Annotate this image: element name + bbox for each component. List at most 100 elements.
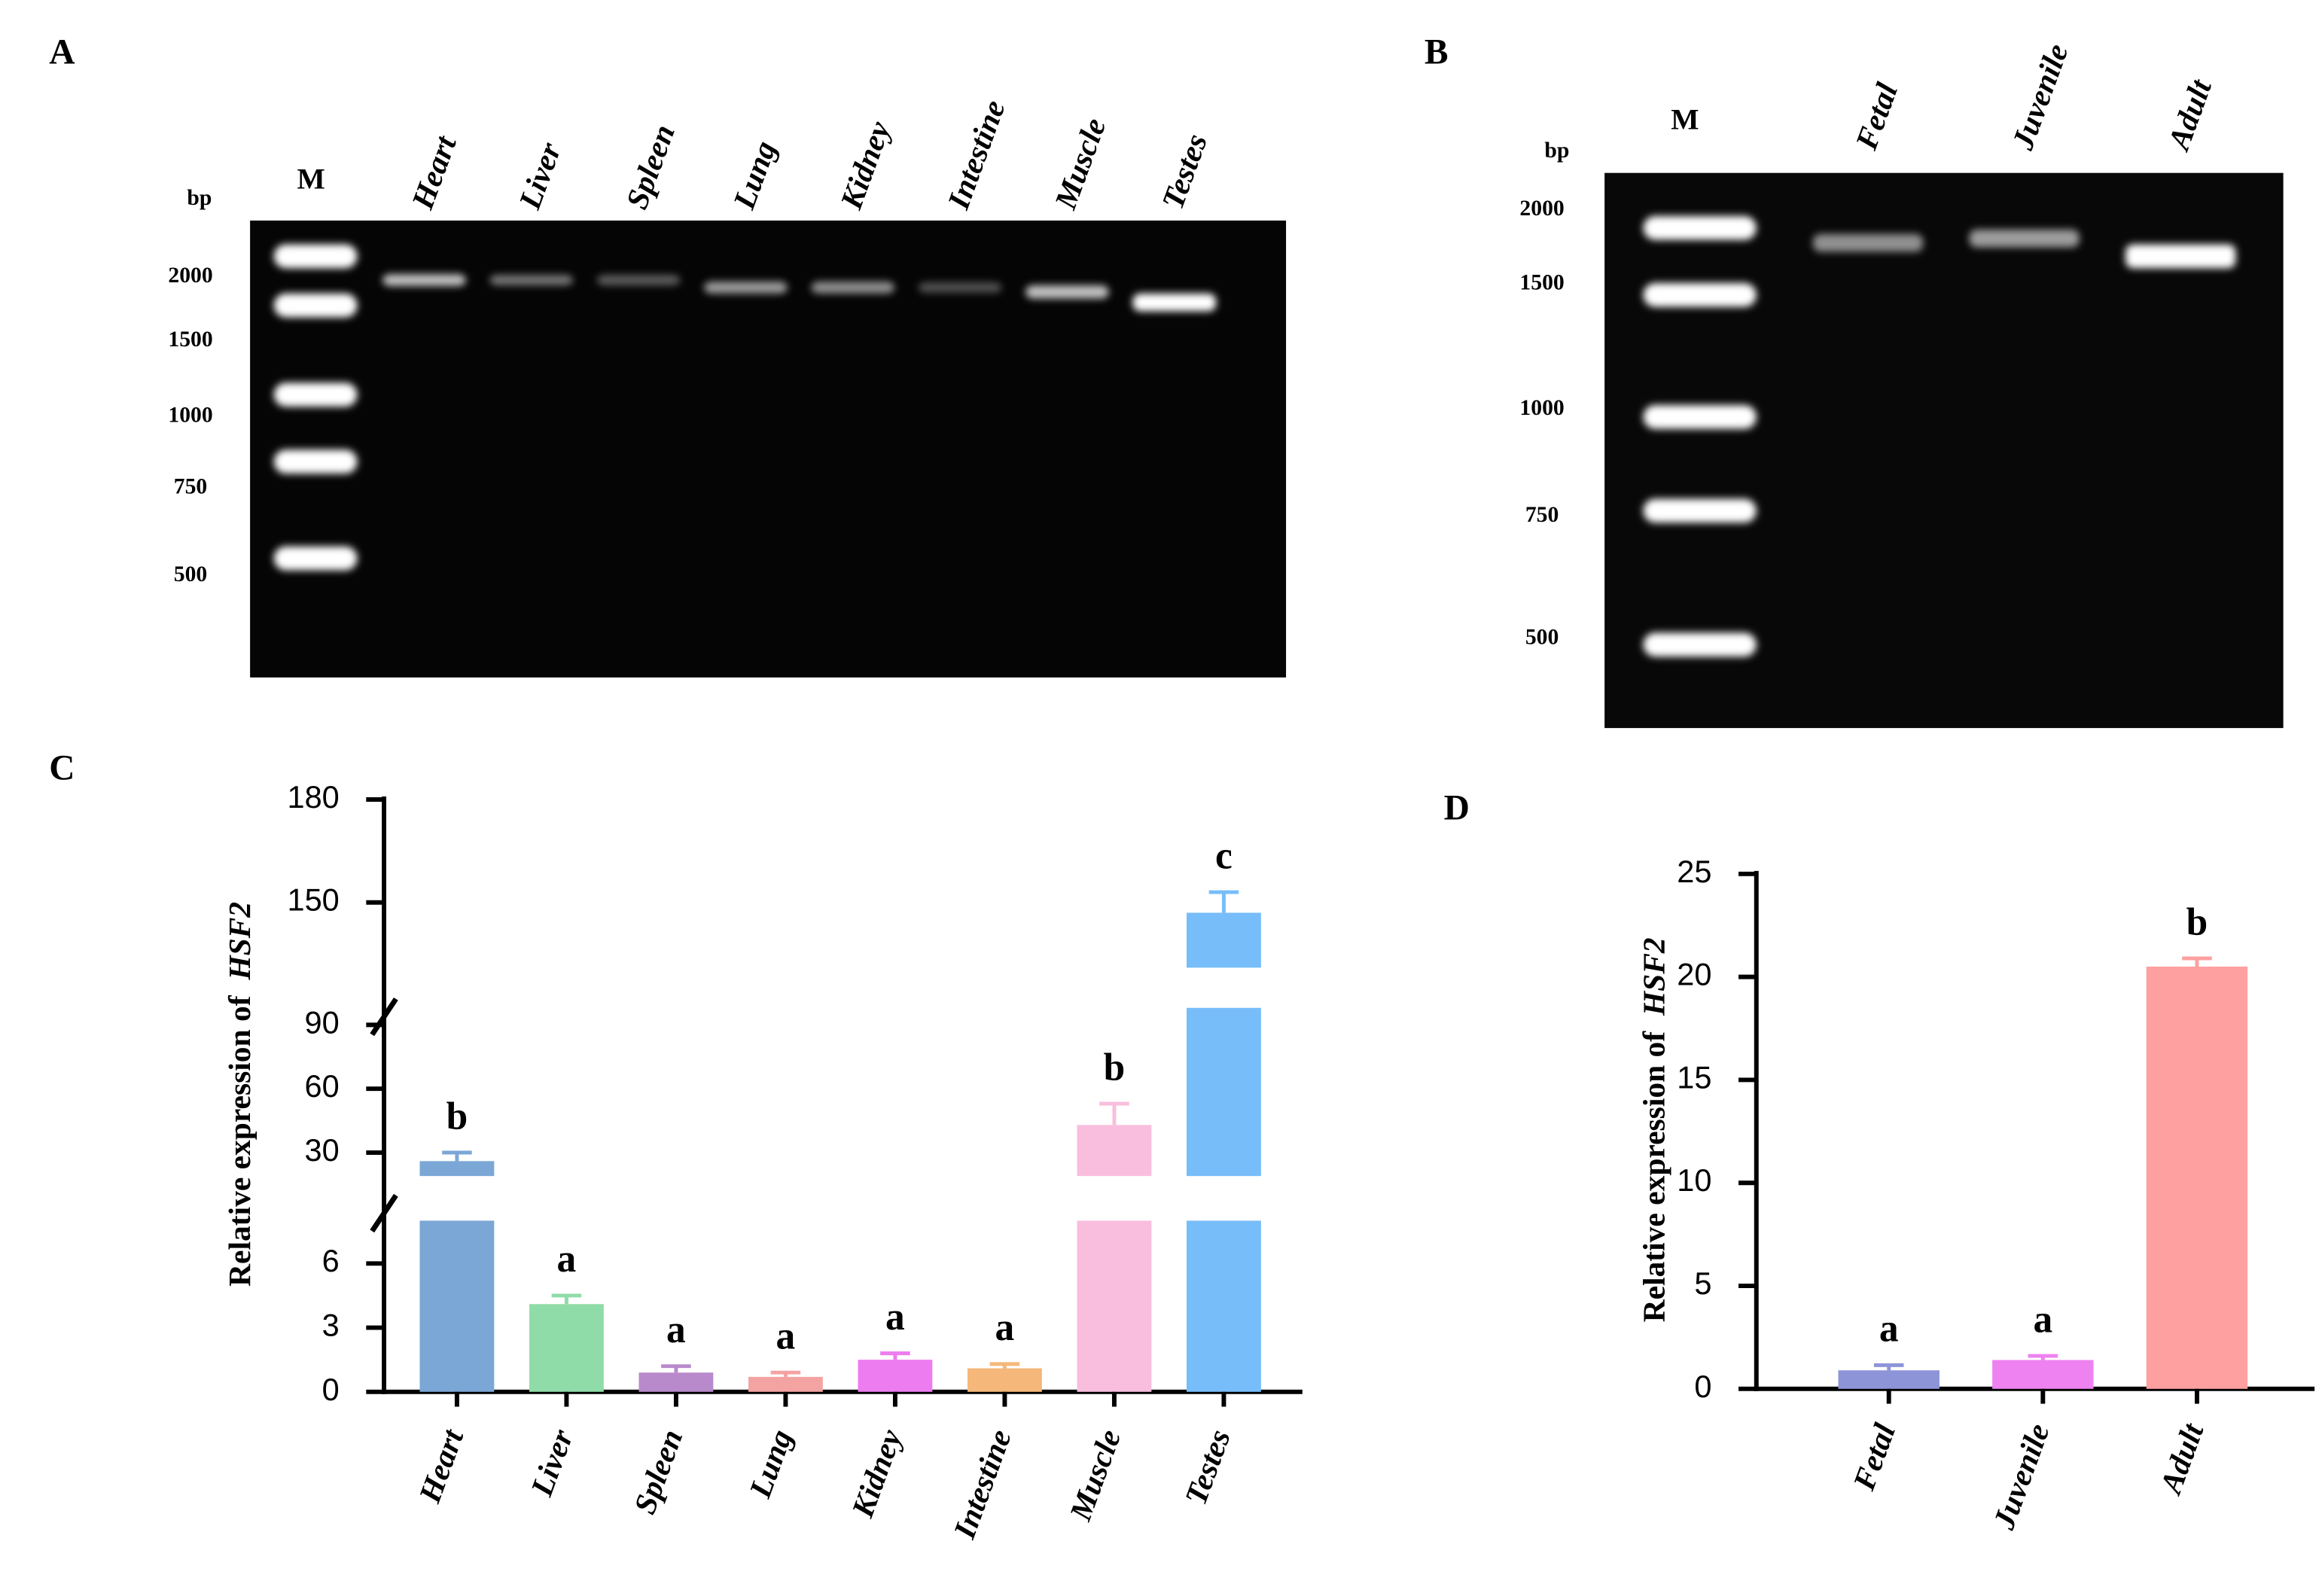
panel-label: A — [49, 32, 75, 72]
significance-letter: a — [995, 1306, 1015, 1349]
y-tick-label: 20 — [1677, 957, 1711, 992]
significance-letter: a — [776, 1315, 796, 1358]
panel-label: B — [1425, 32, 1449, 72]
x-tick-label: Fetal — [1846, 1418, 1902, 1495]
bar — [1187, 912, 1261, 968]
x-tick-label: Intestine — [946, 1425, 1018, 1544]
lane-label: Lung — [726, 136, 782, 214]
y-tick-label: 15 — [1677, 1059, 1711, 1095]
size-label: 2000 — [1519, 196, 1564, 221]
significance-letter: b — [2186, 900, 2208, 943]
significance-letter: c — [1215, 834, 1233, 877]
marker-band — [273, 244, 358, 269]
panel-label: D — [1444, 789, 1470, 828]
x-tick-label: Adult — [2153, 1418, 2211, 1500]
lane-label: Spleen — [619, 120, 681, 213]
marker-label: M — [297, 163, 325, 196]
y-axis-label: Relative expression of HSF2 — [222, 902, 257, 1287]
x-tick-label: Spleen — [627, 1425, 690, 1518]
lane-label: Testes — [1155, 129, 1214, 214]
bar — [748, 1376, 823, 1392]
significance-letter: a — [885, 1296, 905, 1339]
bar — [968, 1368, 1042, 1392]
size-label: 1000 — [168, 404, 212, 428]
significance-letter: a — [2033, 1298, 2052, 1341]
x-tick-label: Kidney — [845, 1424, 909, 1522]
y-tick-label: 6 — [322, 1243, 340, 1278]
sample-band — [704, 282, 788, 294]
y-tick-label: 150 — [287, 882, 339, 918]
bar — [1187, 1220, 1261, 1392]
bar — [858, 1360, 933, 1392]
y-tick-label: 10 — [1677, 1162, 1711, 1198]
size-label: 1500 — [168, 327, 212, 352]
y-tick-label: 5 — [1694, 1266, 1711, 1301]
y-axis-label-text: Relative expression of — [1636, 1016, 1671, 1322]
lane-label: Heart — [404, 130, 463, 214]
significance-letter: a — [557, 1238, 577, 1281]
significance-letter: b — [446, 1095, 468, 1138]
sample-band — [1969, 229, 2080, 248]
y-tick-label: 30 — [305, 1132, 340, 1168]
bar — [1077, 1220, 1152, 1392]
marker-band — [1643, 632, 1757, 657]
bar — [1992, 1360, 2094, 1389]
lane-label: Fetal — [1848, 78, 1904, 155]
lane-label: Juvenile — [2004, 39, 2074, 154]
marker-band — [1643, 216, 1757, 240]
sample-band — [1132, 293, 1217, 312]
bar — [2146, 966, 2248, 1389]
marker-band — [273, 546, 358, 571]
size-label: 2000 — [168, 263, 212, 288]
significance-letter: a — [1879, 1308, 1899, 1351]
sample-band — [382, 274, 466, 286]
bar — [1838, 1370, 1940, 1389]
marker-band — [273, 293, 358, 318]
y-tick-label: 0 — [1694, 1369, 1711, 1404]
marker-band — [1643, 405, 1757, 429]
bar — [638, 1372, 714, 1392]
error-bar — [1099, 1101, 1129, 1125]
marker-label: M — [1671, 103, 1699, 136]
y-axis-label: Relative expression of HSF2 — [1636, 937, 1671, 1322]
unit-label: bp — [187, 186, 212, 210]
y-axis-label-gene: HSF2 — [1636, 937, 1671, 1016]
sample-band — [811, 282, 895, 294]
y-axis-label-gene: HSF2 — [222, 902, 257, 981]
sample-band — [596, 275, 681, 285]
size-label: 500 — [174, 562, 207, 586]
marker-band — [1643, 498, 1757, 523]
significance-letter: a — [666, 1308, 686, 1351]
x-tick-label: Testes — [1178, 1425, 1237, 1509]
x-tick-label: Juvenile — [1985, 1419, 2055, 1534]
bar — [1077, 1125, 1152, 1177]
y-axis-label-text: Relative expression of — [222, 980, 257, 1287]
lane-label: Kidney — [833, 117, 897, 215]
bar — [419, 1220, 495, 1392]
error-bar — [770, 1370, 801, 1377]
panel-label: C — [49, 748, 75, 787]
error-bar — [551, 1293, 582, 1305]
size-label: 500 — [1525, 625, 1559, 649]
sample-band — [489, 275, 574, 285]
x-tick-label: Lung — [742, 1425, 799, 1503]
bar — [419, 1161, 495, 1177]
error-bar — [989, 1362, 1020, 1369]
marker-band — [273, 382, 358, 407]
x-tick-label: Heart — [412, 1424, 471, 1507]
lane-label: Muscle — [1047, 114, 1112, 215]
axis-break — [370, 1193, 398, 1233]
error-bar — [2028, 1354, 2058, 1360]
x-tick-label: Muscle — [1062, 1425, 1127, 1526]
marker-band — [273, 449, 358, 474]
y-tick-label: 90 — [305, 1004, 340, 1040]
y-tick-label: 0 — [322, 1372, 340, 1407]
error-bar — [1208, 890, 1239, 913]
bar — [529, 1304, 604, 1392]
error-bar — [661, 1364, 691, 1373]
size-label: 1000 — [1519, 396, 1564, 420]
error-bar — [1873, 1363, 1904, 1371]
x-tick-label: Liver — [524, 1424, 580, 1501]
